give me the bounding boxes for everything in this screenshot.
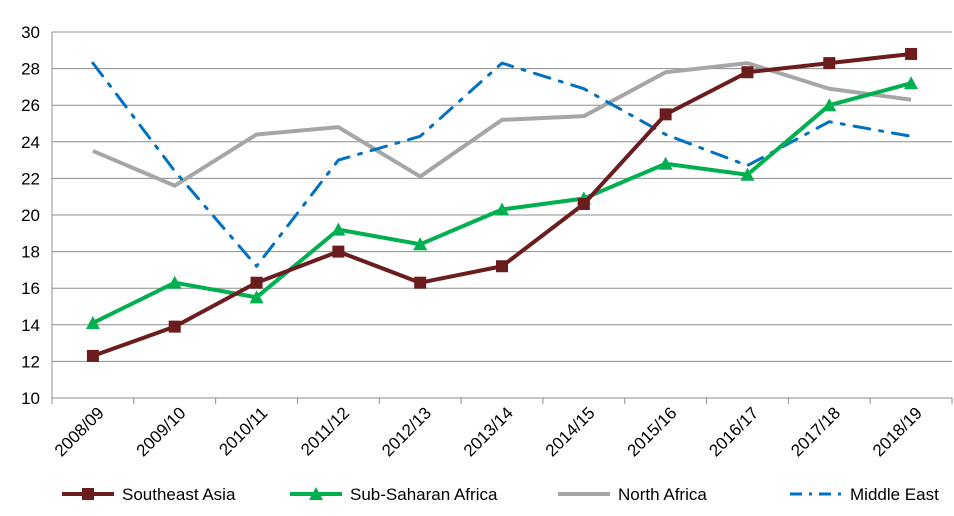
- axes: 10 12 14 16 18 20 22 24 26 28 30 2008/09 2009/10 2010…: [21, 23, 953, 460]
- legend-item: Middle East: [790, 485, 939, 504]
- marker-triangle: [658, 156, 673, 170]
- marker-triangle: [331, 222, 346, 236]
- marker-square: [168, 320, 181, 333]
- y-tick-label: 14: [21, 316, 40, 335]
- marker-square: [414, 276, 427, 289]
- y-tick-label: 12: [21, 352, 40, 371]
- y-tick-label: 30: [21, 23, 40, 42]
- marker-triangle: [249, 290, 264, 304]
- marker-square: [496, 260, 508, 273]
- marker-square: [577, 198, 590, 211]
- legend-item: Sub-Saharan Africa: [290, 485, 498, 504]
- marker-triangle: [85, 315, 100, 329]
- marker-square: [905, 47, 918, 60]
- x-tick-label: 2008/09: [51, 403, 108, 460]
- x-tick-label: 2011/12: [297, 403, 353, 459]
- series-middle-east: [91, 61, 913, 268]
- x-tick-label: 2010/11: [215, 403, 271, 459]
- series-line: [92, 61, 912, 188]
- x-tick-label: 2009/10: [133, 403, 190, 460]
- legend-label: Middle East: [850, 485, 939, 504]
- marker-square: [332, 245, 345, 258]
- marker-square: [86, 349, 99, 362]
- legend-label: Southeast Asia: [122, 485, 236, 504]
- x-tick-label: 2013/14: [460, 403, 517, 460]
- marker-square: [82, 488, 94, 500]
- legend-item: North Africa: [558, 485, 707, 504]
- y-tick-label: 18: [21, 243, 40, 262]
- y-tick-label: 16: [21, 279, 40, 298]
- marker-triangle: [309, 487, 323, 500]
- marker-square: [250, 276, 263, 289]
- y-tick-label: 20: [21, 206, 40, 225]
- marker-square: [659, 108, 672, 121]
- x-tick-label: 2017/18: [787, 403, 844, 460]
- y-tick-label: 24: [21, 133, 40, 152]
- marker-triangle: [822, 98, 837, 112]
- y-tick-label: 22: [21, 169, 40, 188]
- legend: Southeast Asia Sub-Saharan Africa North Af…: [62, 485, 939, 504]
- marker-square: [823, 57, 836, 70]
- marker-triangle: [413, 237, 428, 251]
- series-north-africa: [92, 61, 912, 188]
- marker-triangle: [495, 202, 509, 216]
- series-lines: [85, 47, 919, 362]
- y-tick-label: 28: [21, 60, 40, 79]
- series-line: [91, 61, 913, 268]
- x-tick-label: 2014/15: [542, 403, 599, 460]
- legend-label: Sub-Saharan Africa: [350, 485, 498, 504]
- legend-item: Southeast Asia: [62, 485, 236, 504]
- x-tick-label: 2012/13: [378, 403, 435, 460]
- series-southeast-asia: [86, 47, 918, 362]
- marker-square: [741, 66, 754, 79]
- marker-triangle: [904, 76, 919, 90]
- marker-triangle: [167, 275, 182, 289]
- legend-label: North Africa: [618, 485, 707, 504]
- x-tick-label: 2018/19: [869, 403, 926, 460]
- y-tick-label: 10: [21, 389, 40, 408]
- y-tick-label: 26: [21, 96, 40, 115]
- series-sub-saharan-africa: [85, 76, 919, 329]
- marker-triangle: [740, 167, 755, 181]
- x-tick-label: 2016/17: [705, 403, 762, 460]
- x-tick-label: 2015/16: [624, 403, 681, 460]
